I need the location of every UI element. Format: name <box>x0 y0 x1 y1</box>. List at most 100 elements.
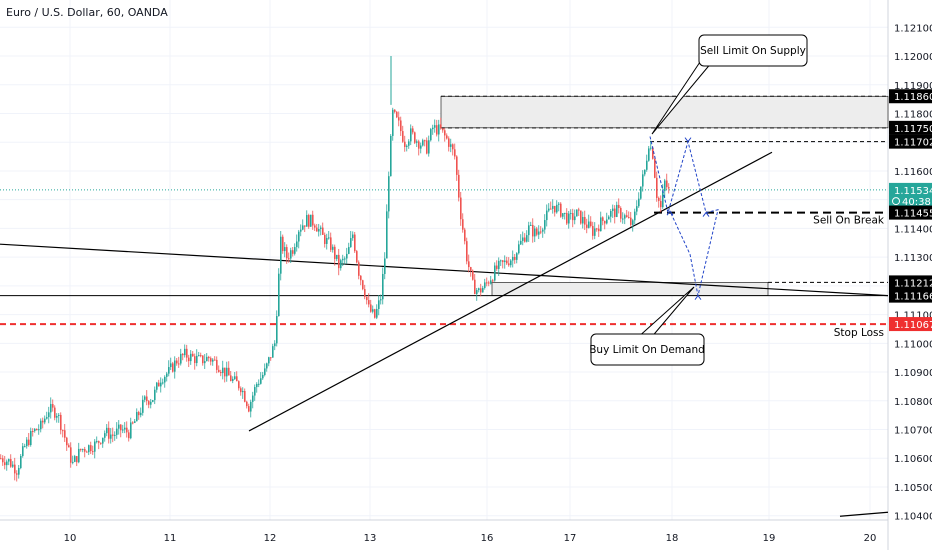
candle-body <box>646 160 648 170</box>
price-label-1.11067: 1.11067 <box>889 317 932 332</box>
callout-pointer <box>651 61 713 135</box>
candle-body <box>500 260 502 262</box>
candle-body <box>582 217 584 224</box>
price-label-text: 1.11067 <box>894 320 932 331</box>
candle <box>12 461 14 468</box>
candle-body <box>498 260 500 269</box>
candle-body <box>70 447 72 463</box>
candle <box>440 117 442 130</box>
candle-body <box>664 180 666 192</box>
candle <box>128 429 130 442</box>
candle <box>600 211 602 232</box>
candle <box>654 156 656 179</box>
time-tick-label: 16 <box>481 533 494 544</box>
candle-body <box>310 214 312 227</box>
candle-body <box>642 174 644 187</box>
candle-body <box>364 289 366 297</box>
candle <box>334 244 336 266</box>
candle <box>362 279 364 291</box>
candle-body <box>86 451 88 453</box>
candle <box>26 437 28 449</box>
price-tick-label: 1.10500 <box>894 483 932 494</box>
candle <box>306 210 308 227</box>
candle-body <box>556 204 558 213</box>
candle-body <box>222 367 224 374</box>
candle <box>294 243 296 256</box>
candle <box>208 355 210 362</box>
candle <box>20 453 22 470</box>
price-label-text: 1.11534 <box>894 186 932 197</box>
candle <box>192 351 194 357</box>
candle-body <box>200 355 202 357</box>
candle-body <box>542 229 544 232</box>
candle-body <box>360 275 362 281</box>
candle <box>158 379 160 387</box>
candle <box>336 254 338 262</box>
candle <box>568 210 570 229</box>
candle <box>640 186 642 200</box>
candle-body <box>88 445 90 453</box>
candle-body <box>164 376 166 383</box>
candle <box>426 137 428 155</box>
price-tick-label: 1.10900 <box>894 368 932 379</box>
candle <box>18 464 20 479</box>
rising-trendline <box>248 151 773 432</box>
candle-body <box>192 353 194 357</box>
candle-body <box>652 147 654 159</box>
candle-body <box>42 420 44 423</box>
candle <box>626 209 628 218</box>
candle <box>378 295 380 316</box>
price-tick-label: 1.10400 <box>894 512 932 523</box>
candle <box>102 437 104 448</box>
candle <box>124 422 126 434</box>
candle-body <box>306 215 308 227</box>
candle-body <box>188 357 190 362</box>
candle <box>400 116 402 136</box>
candle-body <box>434 125 436 128</box>
candle-body <box>340 260 342 269</box>
candle-body <box>230 375 232 381</box>
candle <box>628 211 630 219</box>
price-label-1.11860: 1.11860 <box>889 89 932 104</box>
candle <box>68 443 70 448</box>
candle-body <box>346 253 348 259</box>
candle-body <box>414 132 416 143</box>
candle <box>618 198 620 214</box>
candle-body <box>452 144 454 150</box>
candle <box>596 227 598 232</box>
candle <box>578 207 580 216</box>
candle <box>190 350 192 365</box>
candle <box>244 388 246 403</box>
candle <box>608 215 610 220</box>
candle-body <box>176 360 178 364</box>
candle-body <box>108 427 110 439</box>
candle <box>536 226 538 237</box>
candle-body <box>252 395 254 402</box>
candle-body <box>484 282 486 288</box>
candle-body <box>616 204 618 217</box>
candle-body <box>590 221 592 226</box>
candle-body <box>436 125 438 135</box>
candle-body <box>570 213 572 215</box>
price-label-bg <box>889 275 932 290</box>
candle-body <box>492 280 494 282</box>
candle-body <box>142 399 144 413</box>
candle <box>40 418 42 433</box>
candle-body <box>152 400 154 402</box>
candle <box>310 214 312 227</box>
candle-body <box>132 422 134 424</box>
candle-body <box>512 256 514 261</box>
candle <box>564 212 566 220</box>
candle-body <box>496 265 498 269</box>
candle-body <box>520 240 522 245</box>
candle-body <box>264 368 266 375</box>
candle <box>392 107 394 141</box>
candle-body <box>246 401 248 407</box>
candle-body <box>584 217 586 225</box>
candle-body <box>534 228 536 237</box>
candle-body <box>552 205 554 209</box>
candle <box>324 232 326 248</box>
candle-body <box>296 241 298 248</box>
